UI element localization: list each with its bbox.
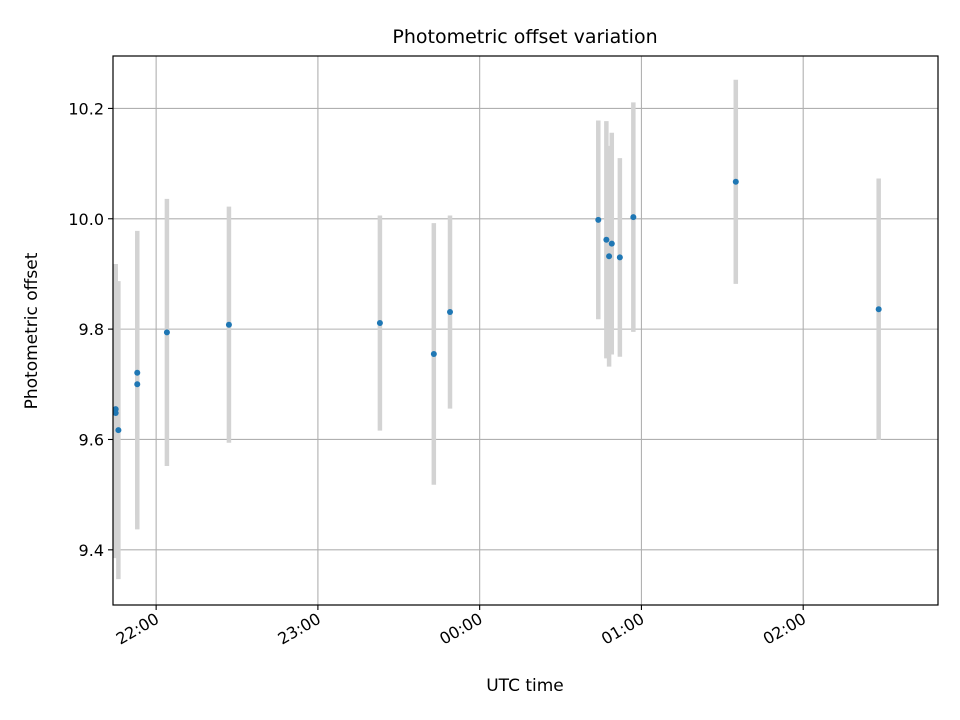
data-point	[603, 236, 610, 243]
y-tick-label: 9.8	[79, 320, 104, 339]
plot-frame	[112, 55, 939, 606]
data-point	[606, 253, 613, 260]
plot-area	[113, 56, 938, 605]
data-point	[376, 320, 383, 327]
y-axis-ticks: 9.4 9.6 9.8 10.0 10.2	[68, 99, 113, 560]
y-tick-label: 9.4	[79, 541, 104, 560]
data-point	[447, 309, 454, 316]
data-point	[875, 306, 882, 313]
data-point	[112, 409, 119, 416]
y-tick-label: 10.2	[68, 99, 104, 118]
x-axis-label: UTC time	[486, 676, 564, 696]
y-tick-label: 10.0	[68, 210, 104, 229]
y-axis-label: Photometric offset	[22, 252, 42, 409]
data-points	[112, 178, 882, 434]
data-point	[608, 240, 615, 247]
data-point	[630, 214, 637, 221]
y-tick-label: 9.6	[79, 430, 104, 449]
data-point	[134, 381, 141, 388]
data-point	[732, 178, 739, 185]
data-point	[430, 350, 437, 357]
chart-title: Photometric offset variation	[392, 26, 657, 48]
data-point	[225, 321, 232, 328]
data-point	[163, 329, 170, 336]
data-point	[616, 254, 623, 261]
data-point	[595, 216, 602, 223]
data-point	[134, 369, 141, 376]
grid	[113, 56, 938, 605]
data-point	[115, 427, 122, 434]
